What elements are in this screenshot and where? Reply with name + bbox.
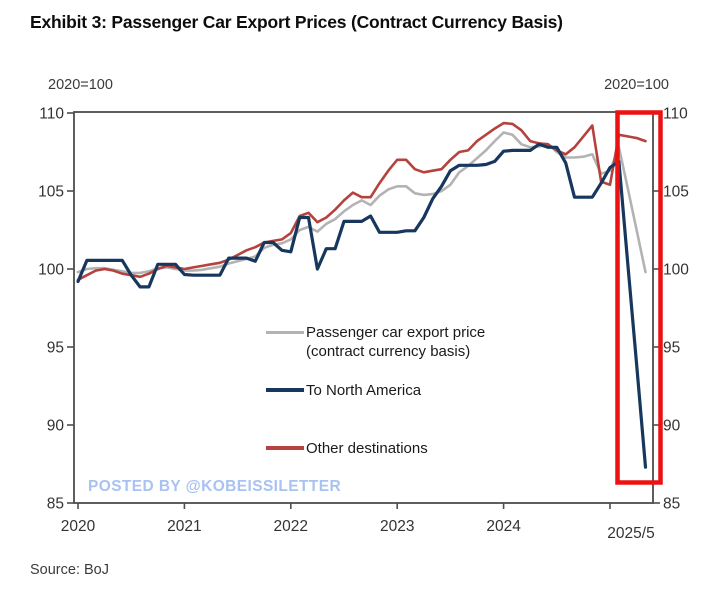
svg-text:90: 90 — [663, 418, 681, 435]
chart-title: Exhibit 3: Passenger Car Export Prices (… — [30, 12, 563, 32]
svg-text:90: 90 — [47, 418, 65, 435]
svg-text:100: 100 — [38, 262, 64, 279]
svg-text:85: 85 — [47, 496, 64, 513]
legend-label-other-destinations: Other destinations — [306, 440, 428, 457]
legend-item-other-destinations: Other destinations — [266, 439, 428, 458]
svg-text:105: 105 — [663, 184, 689, 201]
svg-text:110: 110 — [663, 106, 688, 123]
svg-text:110: 110 — [39, 106, 64, 123]
legend-label-overall-line1: Passenger car export price — [306, 324, 486, 341]
svg-text:2025/5: 2025/5 — [607, 525, 654, 542]
svg-text:100: 100 — [663, 262, 689, 279]
legend-swatch-other-destinations — [266, 446, 304, 450]
watermark: POSTED BY @KOBEISSILETTER — [88, 478, 342, 495]
svg-text:105: 105 — [38, 184, 64, 201]
svg-text:85: 85 — [663, 496, 680, 513]
svg-text:95: 95 — [663, 340, 680, 357]
svg-text:2024: 2024 — [486, 518, 521, 535]
svg-text:2020: 2020 — [61, 518, 96, 535]
legend-label-north-america: To North America — [306, 382, 422, 399]
axis-unit-note-left: 2020=100 — [48, 77, 113, 93]
axis-unit-note-right: 2020=100 — [604, 77, 669, 93]
svg-text:2023: 2023 — [380, 518, 414, 535]
legend-swatch-north-america — [266, 388, 304, 392]
svg-text:95: 95 — [47, 340, 64, 357]
source-note: Source: BoJ — [30, 562, 109, 578]
legend-item-north-america: To North America — [266, 381, 421, 400]
svg-text:2021: 2021 — [167, 518, 201, 535]
legend-swatch-overall — [266, 331, 304, 334]
legend-label-overall-line2: (contract currency basis) — [306, 343, 471, 360]
legend-item-overall: Passenger car export price (contract cur… — [266, 323, 485, 361]
svg-text:2022: 2022 — [274, 518, 308, 535]
